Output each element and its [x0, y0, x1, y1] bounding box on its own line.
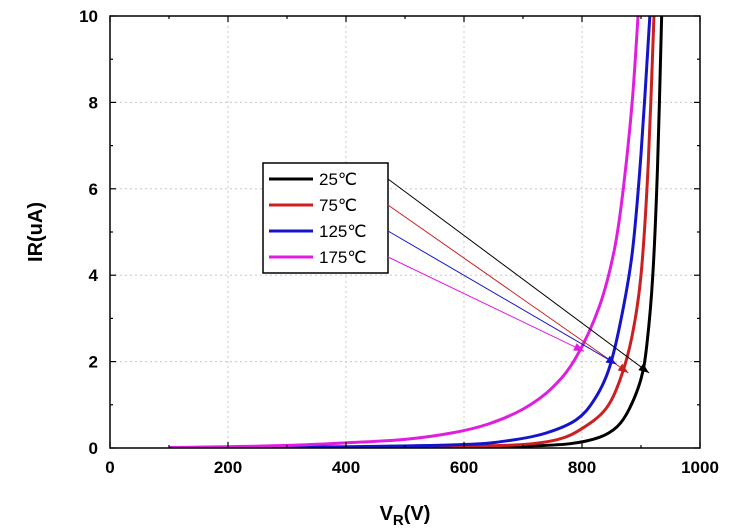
- y-tick-label: 0: [89, 439, 98, 458]
- series-line-1: [168, 16, 656, 448]
- series-line-2: [168, 16, 652, 448]
- callout-line-0: [387, 178, 650, 374]
- x-axis-title-sub: R: [393, 512, 404, 529]
- x-axis-title: VR(V): [380, 503, 431, 529]
- tick-labels-group: 0 200 400 600 800 1000 0 2 4 6 8 10: [79, 7, 719, 477]
- y-tick-label: 10: [79, 7, 98, 26]
- y-tick-label: 4: [89, 266, 99, 285]
- callout-arrowhead-2: [605, 355, 617, 365]
- y-tick-label: 8: [89, 93, 98, 112]
- x-axis-title-main: V: [380, 503, 394, 525]
- legend-callouts: [387, 178, 650, 374]
- callout-line-1: [387, 204, 629, 374]
- callout-arrowhead-3: [573, 343, 585, 352]
- y-axis-title: IR(uA): [25, 202, 47, 262]
- series-line-3: [168, 16, 640, 448]
- callout-line-2: [387, 230, 617, 365]
- x-tick-label: 600: [450, 458, 478, 477]
- callout-arrowhead-0: [638, 363, 649, 373]
- legend-label-3: 175℃: [319, 248, 366, 267]
- legend-label-0: 25℃: [319, 170, 357, 189]
- x-tick-label: 400: [332, 458, 360, 477]
- x-tick-label: 1000: [681, 458, 719, 477]
- legend-label-2: 125℃: [319, 222, 366, 241]
- series-group: [168, 16, 664, 448]
- callout-line-3: [387, 256, 585, 352]
- legend-label-1: 75℃: [319, 196, 357, 215]
- y-tick-label: 2: [89, 353, 98, 372]
- callout-arrowhead-1: [617, 363, 629, 373]
- y-tick-label: 6: [89, 180, 98, 199]
- grid: [110, 16, 700, 448]
- legend: 25℃ 75℃ 125℃ 175℃: [262, 162, 389, 274]
- plot-frame: [109, 15, 701, 449]
- x-tick-label: 200: [214, 458, 242, 477]
- legend-box: [262, 162, 389, 274]
- x-axis-title-unit: (V): [404, 503, 431, 525]
- x-tick-label: 0: [105, 458, 114, 477]
- ticks-group: [109, 15, 701, 449]
- x-tick-label: 800: [568, 458, 596, 477]
- series-line-0: [168, 16, 664, 448]
